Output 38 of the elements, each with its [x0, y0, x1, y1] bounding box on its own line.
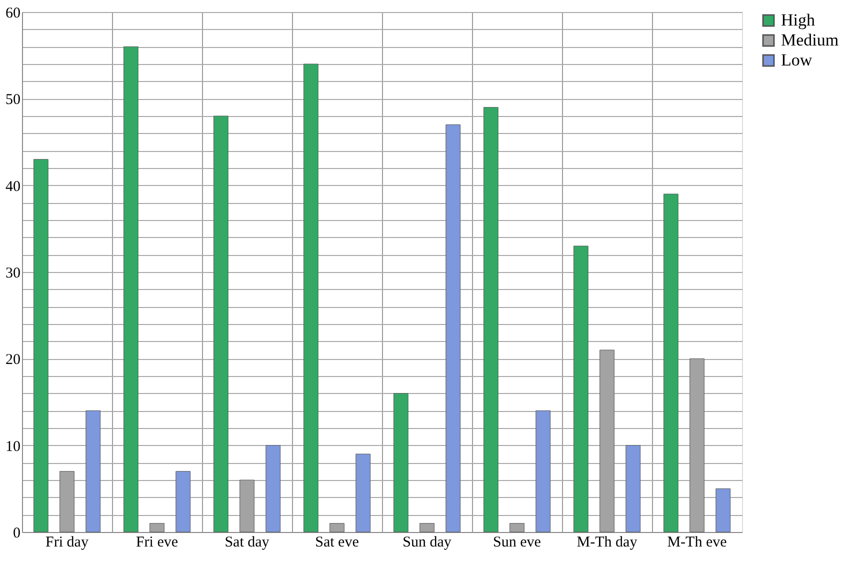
x-tick-label: Sat eve [315, 534, 360, 550]
x-tick-label: Fri day [46, 534, 89, 550]
bar [393, 393, 408, 532]
y-tick-label: 10 [6, 438, 20, 455]
x-tick-label: Sat day [224, 534, 270, 550]
bar [446, 124, 461, 532]
bar [266, 445, 281, 532]
y-tick-label: 60 [6, 6, 20, 22]
bar [356, 454, 371, 532]
bar [176, 471, 191, 532]
bar [420, 523, 434, 532]
bar [213, 116, 228, 532]
x-tick-label: Sun eve [493, 534, 542, 550]
y-tick-label: 40 [6, 178, 20, 195]
y-tick-label: 20 [6, 352, 20, 368]
bar [150, 523, 164, 532]
bar [330, 523, 344, 532]
bar [86, 410, 101, 532]
y-tick-label: 30 [6, 266, 20, 282]
x-tick-label: M-Th eve [667, 534, 728, 550]
bar [626, 445, 641, 532]
bar [573, 246, 588, 532]
bar [536, 410, 551, 532]
bar [123, 46, 138, 532]
y-tick-label: 50 [6, 92, 20, 108]
bar [716, 488, 731, 532]
bar [510, 523, 524, 532]
y-tick-label: 0 [13, 526, 20, 542]
bar [33, 159, 48, 532]
legend-label: High [781, 10, 816, 30]
x-tick-label: Fri eve [136, 534, 178, 550]
x-tick-label: Sun day [402, 534, 452, 550]
legend-label: Low [781, 50, 813, 70]
bar [663, 194, 678, 532]
legend-label: Medium [781, 30, 839, 50]
bar [303, 64, 318, 532]
bar [483, 107, 498, 532]
x-tick-label: M-Th day [576, 534, 638, 550]
